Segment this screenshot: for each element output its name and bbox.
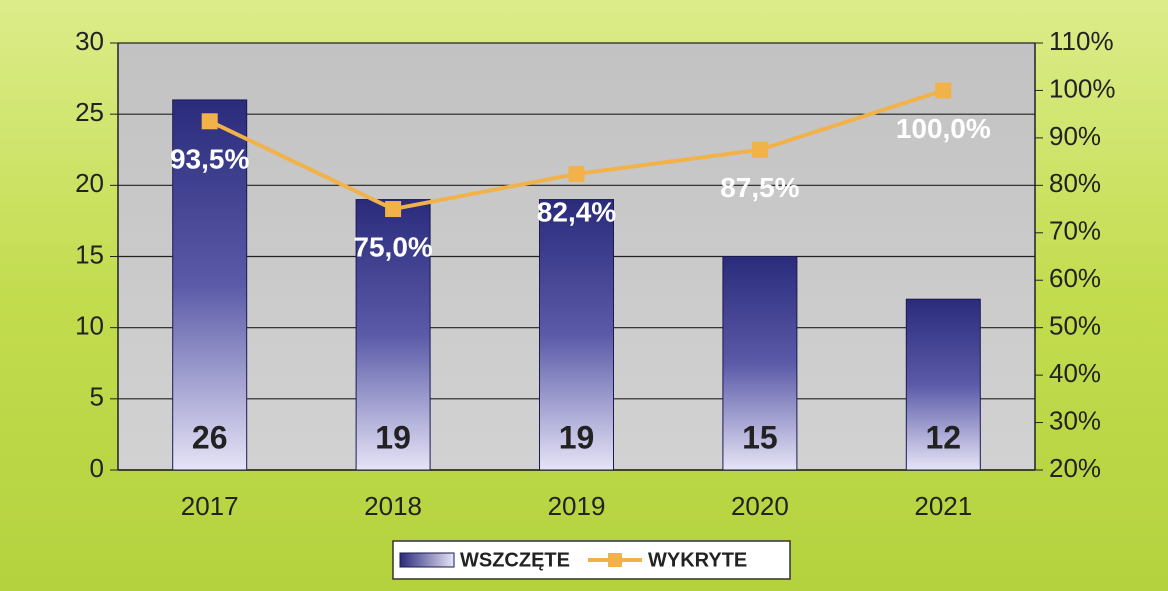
- y2-tick-label: 50%: [1049, 311, 1101, 341]
- x-tick-label: 2019: [548, 491, 606, 521]
- y2-tick-label: 110%: [1049, 26, 1114, 56]
- y-tick-label: 5: [90, 382, 104, 412]
- line-value-label: 87,5%: [720, 172, 799, 203]
- y2-tick-label: 90%: [1049, 121, 1101, 151]
- legend-box: [392, 540, 791, 580]
- legend: [392, 540, 791, 580]
- line-marker: [935, 82, 952, 99]
- y-tick-label: 15: [75, 239, 104, 269]
- bar-value-label: 12: [926, 419, 962, 455]
- line-value-label: 93,5%: [170, 144, 249, 175]
- y-tick-label: 30: [75, 26, 104, 56]
- y2-tick-label: 70%: [1049, 216, 1101, 246]
- bar-value-label: 19: [559, 419, 595, 455]
- y-tick-label: 20: [75, 168, 104, 198]
- line-value-label: 82,4%: [537, 196, 616, 227]
- y2-tick-label: 40%: [1049, 358, 1101, 388]
- y-tick-label: 10: [75, 311, 104, 341]
- bar: [355, 199, 431, 471]
- y-tick-label: 25: [75, 97, 104, 127]
- legend-swatch: [608, 553, 622, 567]
- y2-tick-label: 100%: [1049, 73, 1116, 103]
- line-value-label: 100,0%: [896, 113, 991, 144]
- bar: [722, 256, 798, 471]
- x-tick-label: 2020: [731, 491, 789, 521]
- legend-label: WYKRYTE: [648, 549, 747, 571]
- bar: [905, 298, 981, 471]
- line-value-label: 75,0%: [353, 231, 432, 262]
- x-tick-label: 2018: [364, 491, 422, 521]
- x-tick-label: 2021: [914, 491, 972, 521]
- line-marker: [385, 201, 402, 218]
- bar-value-label: 19: [375, 419, 411, 455]
- bar: [539, 199, 614, 471]
- bar: [172, 99, 248, 471]
- legend-swatch: [399, 552, 455, 568]
- line-marker: [568, 165, 585, 182]
- y2-tick-label: 20%: [1049, 453, 1101, 483]
- y2-tick-label: 60%: [1049, 263, 1101, 293]
- y-tick-label: 0: [90, 453, 104, 483]
- legend-label: WSZCZĘTE: [460, 549, 570, 571]
- y2-tick-label: 30%: [1049, 405, 1101, 435]
- y2-tick-label: 80%: [1049, 168, 1101, 198]
- line-marker: [751, 141, 768, 158]
- bar-value-label: 15: [742, 419, 778, 455]
- bar-value-label: 26: [192, 419, 228, 455]
- line-marker: [201, 113, 218, 130]
- x-tick-label: 2017: [181, 491, 239, 521]
